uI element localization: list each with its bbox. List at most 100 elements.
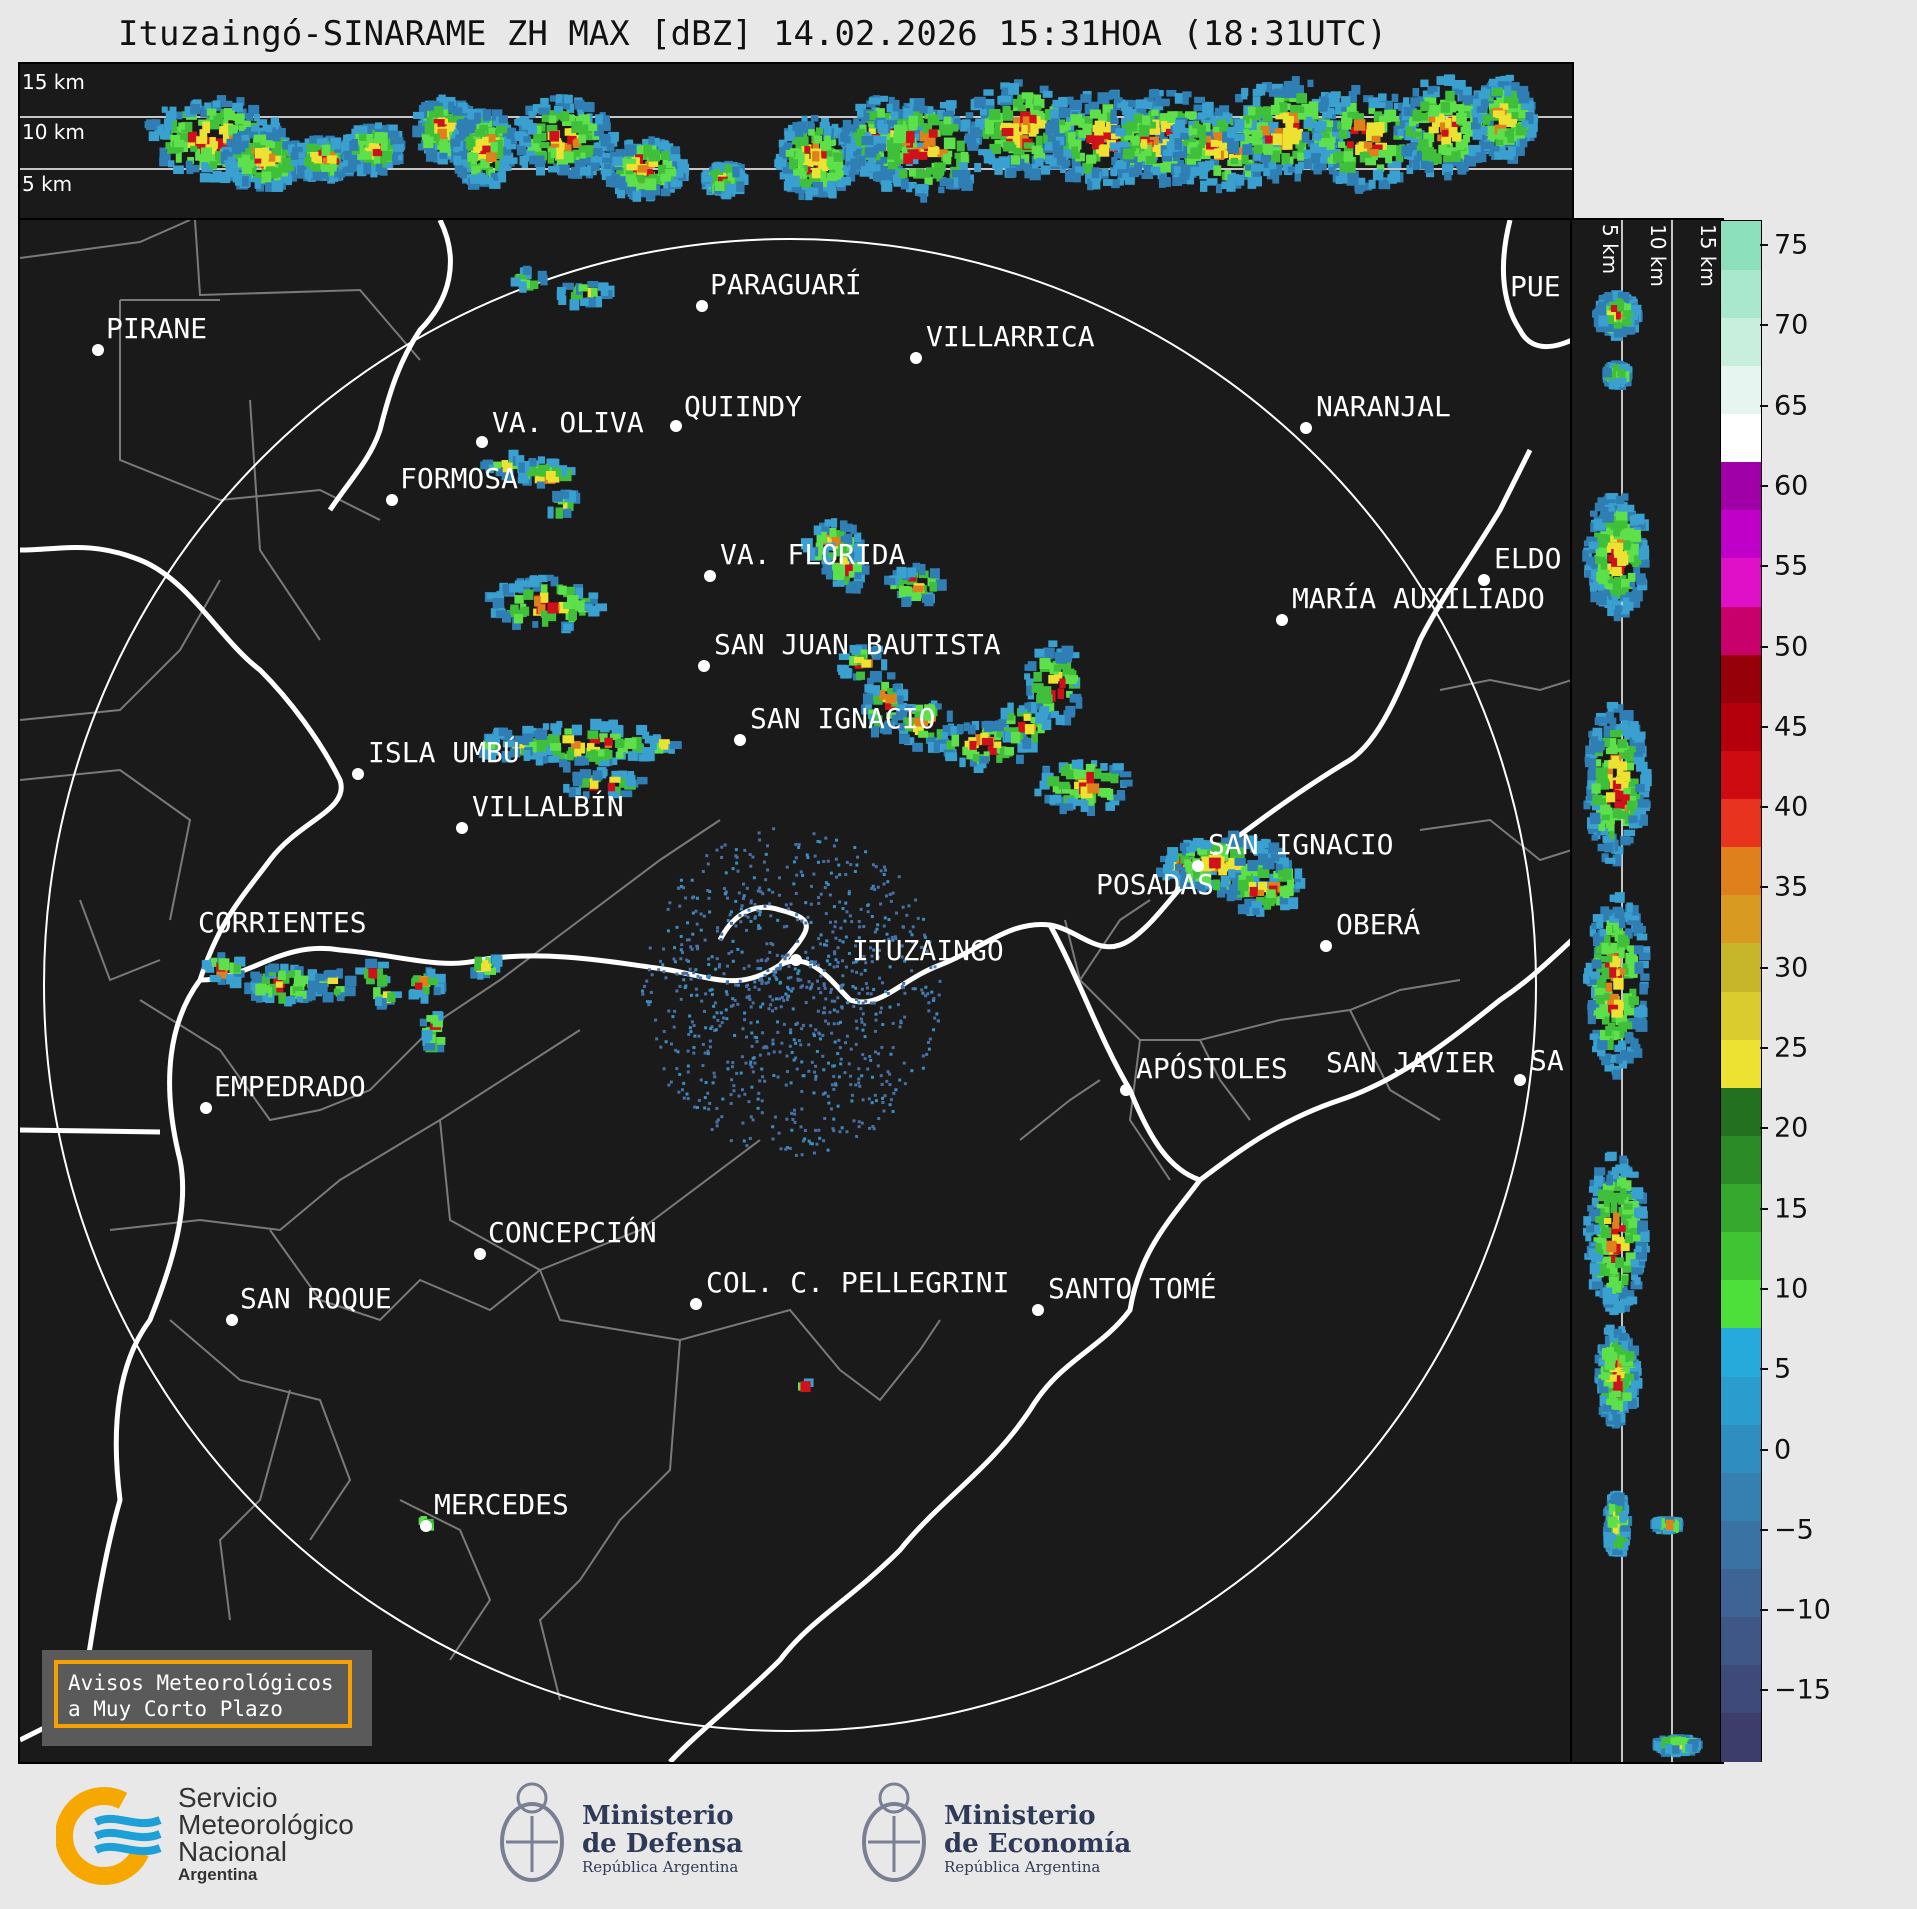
clutter-cell (824, 1019, 828, 1023)
echo-cell (483, 739, 494, 748)
echo-cell (636, 724, 648, 736)
echo-cell (1452, 80, 1463, 89)
echo-cell (939, 177, 947, 187)
echo-cell (187, 131, 198, 143)
echo-cell (1120, 101, 1129, 112)
echo-cell (540, 610, 549, 618)
clutter-cell (822, 859, 826, 863)
clutter-cell (708, 890, 712, 894)
echo-cell (927, 742, 935, 753)
echo-cell (1454, 104, 1465, 111)
radar-map[interactable]: PARAGUARÍ VILLARRICA PIRANE QUIINDY VA. … (18, 218, 1574, 1764)
echo-cell (1174, 111, 1183, 122)
clutter-cell (686, 959, 690, 963)
height-label-5km: 5 km (22, 172, 73, 196)
clutter-cell (785, 1117, 789, 1121)
echo-cell (1504, 85, 1512, 97)
clutter-cell (835, 875, 839, 879)
echo-cell (1338, 103, 1349, 112)
clutter-cell (841, 974, 845, 978)
echo-cell (868, 97, 881, 105)
echo-cell (537, 464, 550, 477)
echo-cell (1069, 693, 1082, 703)
echo-cell (1040, 113, 1048, 120)
echo-cell (584, 157, 594, 165)
echo-cell (286, 970, 295, 978)
clutter-cell (832, 1008, 836, 1012)
echo-cell (344, 986, 356, 997)
echo-cell (851, 581, 864, 589)
echo-cell (578, 134, 587, 144)
echo-cell (1287, 166, 1297, 173)
clutter-cell (923, 935, 927, 939)
echo-cell (1199, 135, 1207, 147)
echo-cell (1202, 122, 1211, 132)
echo-cell (1218, 122, 1229, 134)
echo-cell (465, 165, 475, 173)
echo-cell (563, 602, 575, 609)
echo-cell (1255, 175, 1262, 187)
echo-cell (1346, 102, 1357, 112)
echo-cell (619, 778, 626, 788)
clutter-cell (853, 944, 857, 948)
echo-cell (1366, 122, 1377, 130)
echo-cell (919, 563, 926, 576)
echo-cell (1432, 107, 1440, 115)
echo-cell (528, 458, 537, 470)
echo-cell (820, 159, 827, 167)
echo-cell (1153, 145, 1166, 157)
clutter-cell (839, 1057, 843, 1061)
echo-cell (1451, 151, 1461, 162)
echo-cell (1403, 97, 1410, 107)
echo-cell (1068, 168, 1076, 177)
clutter-cell (804, 901, 808, 905)
echo-cell (798, 189, 805, 201)
echo-cell (336, 968, 343, 979)
clutter-cell (710, 1025, 714, 1029)
clutter-cell (738, 979, 742, 983)
clutter-cell (736, 1002, 740, 1006)
clutter-cell (870, 1101, 874, 1105)
echo-cell (458, 124, 470, 137)
clutter-cell (874, 1018, 878, 1022)
clutter-cell (929, 966, 933, 970)
echo-cell (1451, 132, 1462, 142)
echo-cell (356, 139, 364, 151)
clutter-cell (920, 988, 924, 992)
echo-cell (1033, 102, 1042, 111)
clutter-cell (830, 1083, 834, 1087)
echo-cell (1270, 164, 1283, 176)
echo-cell (1376, 149, 1389, 158)
clutter-cell (848, 914, 852, 918)
echo-cell (1152, 119, 1160, 130)
echo-cell (1161, 153, 1173, 162)
clutter-cell (879, 869, 883, 873)
echo-cell (516, 748, 528, 756)
echo-cell (893, 578, 904, 589)
echo-cell (377, 974, 388, 987)
echo-cell (163, 118, 173, 131)
echo-cell (1130, 167, 1138, 177)
echo-cell (493, 955, 503, 967)
echo-cell (1435, 110, 1445, 118)
echo-cell (1036, 694, 1047, 704)
echo-cell (783, 142, 793, 151)
echo-cell (441, 118, 449, 125)
echo-cell (456, 121, 466, 129)
echo-cell (501, 460, 509, 468)
echo-cell (244, 129, 255, 138)
echo-cell (617, 770, 628, 779)
echo-cell (542, 617, 549, 627)
echo-cell (458, 150, 469, 160)
echo-cell (1090, 135, 1103, 144)
echo-cell (992, 158, 1000, 170)
echo-cell (953, 118, 961, 130)
clutter-cell (679, 885, 683, 889)
echo-cell (1326, 140, 1335, 150)
echo-cell (1297, 112, 1309, 120)
echo-cell (1054, 119, 1066, 127)
echo-cell (1270, 150, 1281, 163)
echo-cell (1149, 127, 1161, 135)
clutter-cell (785, 865, 789, 869)
echo-cell (1221, 181, 1231, 189)
